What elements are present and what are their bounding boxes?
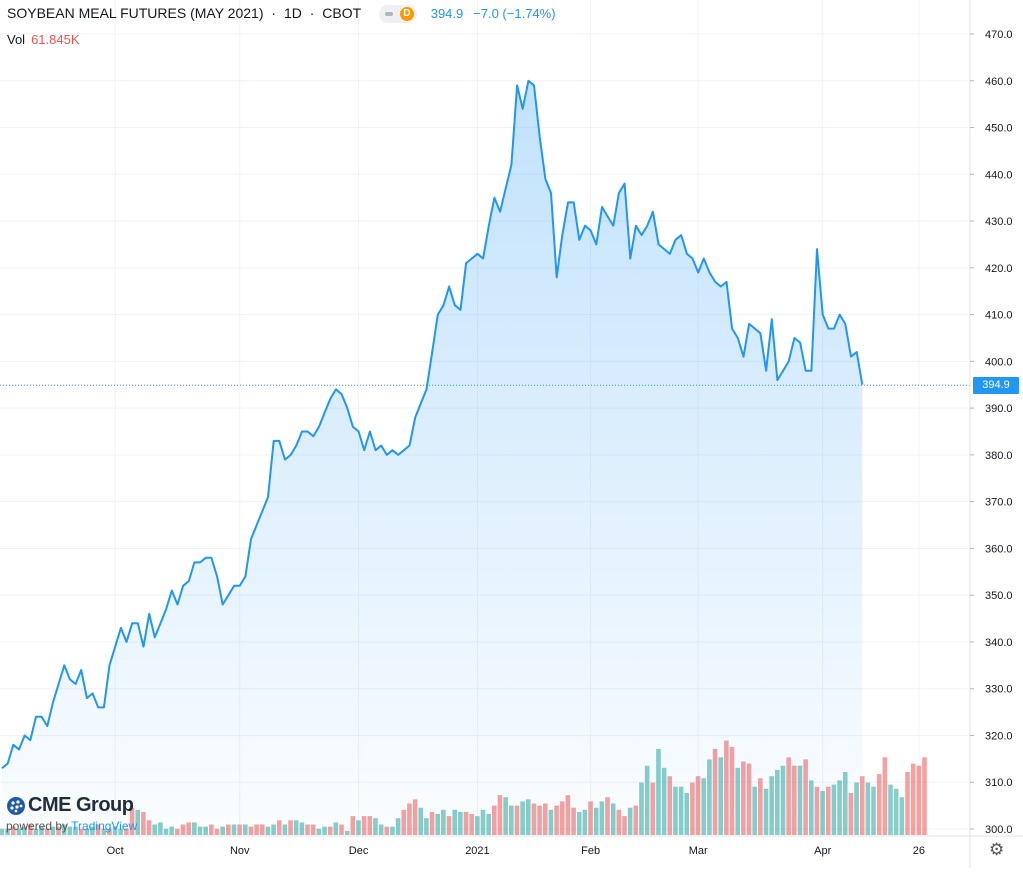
powered-by-prefix: powered by: [6, 819, 69, 833]
y-tick-label: 420.0: [985, 263, 1013, 275]
separator-dot: ·: [309, 5, 315, 21]
volume-bar: [910, 763, 916, 835]
volume-bar: [882, 757, 888, 835]
y-tick-label: 430.0: [985, 216, 1013, 228]
y-tick-label: 450.0: [985, 123, 1013, 135]
volume-value: 61.845K: [31, 32, 80, 47]
x-tick-label: Oct: [107, 845, 124, 857]
volume-legend: Vol 61.845K: [7, 32, 80, 47]
y-tick-label: 440.0: [985, 169, 1013, 181]
y-tick-label: 320.0: [985, 730, 1013, 742]
y-tick-label: 390.0: [985, 403, 1013, 415]
powered-by: powered by TradingView: [6, 819, 137, 833]
y-tick-label: 360.0: [985, 543, 1013, 555]
y-tick-label: 350.0: [985, 590, 1013, 602]
volume-bar: [905, 772, 910, 835]
volume-bar: [916, 765, 922, 835]
x-tick-label: Mar: [689, 845, 708, 857]
volume-label: Vol: [7, 32, 26, 47]
volume-bar: [899, 797, 905, 835]
y-tick-label: 470.0: [985, 29, 1013, 41]
volume-bar: [876, 774, 882, 835]
market-status-pill[interactable]: D: [378, 5, 417, 24]
symbol-title[interactable]: SOYBEAN MEAL FUTURES (MAY 2021): [7, 5, 264, 21]
separator-dot: ·: [271, 5, 277, 21]
exchange-label: CBOT: [322, 5, 361, 21]
y-tick-label: 380.0: [985, 450, 1013, 462]
cme-globe-icon: [7, 796, 25, 815]
x-tick-label: Feb: [581, 845, 600, 857]
last-price-tag: 394.9: [973, 377, 1019, 394]
price-area: [2, 80, 863, 836]
last-price: 394.9: [430, 6, 464, 21]
tradingview-link[interactable]: TradingView: [71, 819, 138, 833]
x-axis[interactable]: Oct Nov Dec 2021 Feb Mar Apr 26: [0, 835, 1023, 857]
y-tick-label: 400.0: [985, 356, 1013, 368]
price-series-line: [1, 79, 864, 769]
price-change: −7.0 (−1.74%): [473, 6, 556, 21]
y-tick-label: 340.0: [985, 637, 1013, 649]
volume-bar: [922, 757, 927, 835]
x-tick-label: Dec: [349, 845, 369, 857]
x-tick-label: 2021: [465, 845, 489, 857]
brand-watermark[interactable]: CME Group powered by TradingView: [6, 794, 137, 833]
delayed-badge: D: [399, 7, 414, 22]
x-tick-label: 26: [913, 845, 925, 857]
y-tick-label: 300.0: [985, 824, 1013, 836]
y-axis[interactable]: 300.0 310.0 320.0 330.0 340.0 350.0 360.0 370.0…: [969, 0, 1013, 868]
volume-bar: [888, 784, 893, 835]
x-tick-label: Apr: [814, 845, 831, 857]
settings-gear-icon[interactable]: ⚙: [989, 840, 1005, 859]
y-tick-label: 410.0: [985, 310, 1013, 322]
y-tick-label: 460.0: [985, 76, 1013, 88]
price-line: [0, 79, 970, 769]
y-tick-label: 330.0: [985, 684, 1013, 696]
market-closed-icon: [384, 12, 393, 17]
chart-legend-header: SOYBEAN MEAL FUTURES (MAY 2021) · 1D · C…: [7, 5, 556, 24]
volume-bar: [871, 786, 876, 835]
volume-bar: [865, 782, 871, 835]
y-tick-label: 370.0: [985, 497, 1013, 509]
y-tick-label: 310.0: [985, 777, 1013, 789]
x-tick-label: Nov: [230, 845, 250, 857]
price-area-fill: [2, 80, 863, 836]
volume-bar: [893, 788, 899, 835]
interval-label[interactable]: 1D: [283, 5, 302, 21]
brand-name: CME Group: [28, 794, 134, 816]
